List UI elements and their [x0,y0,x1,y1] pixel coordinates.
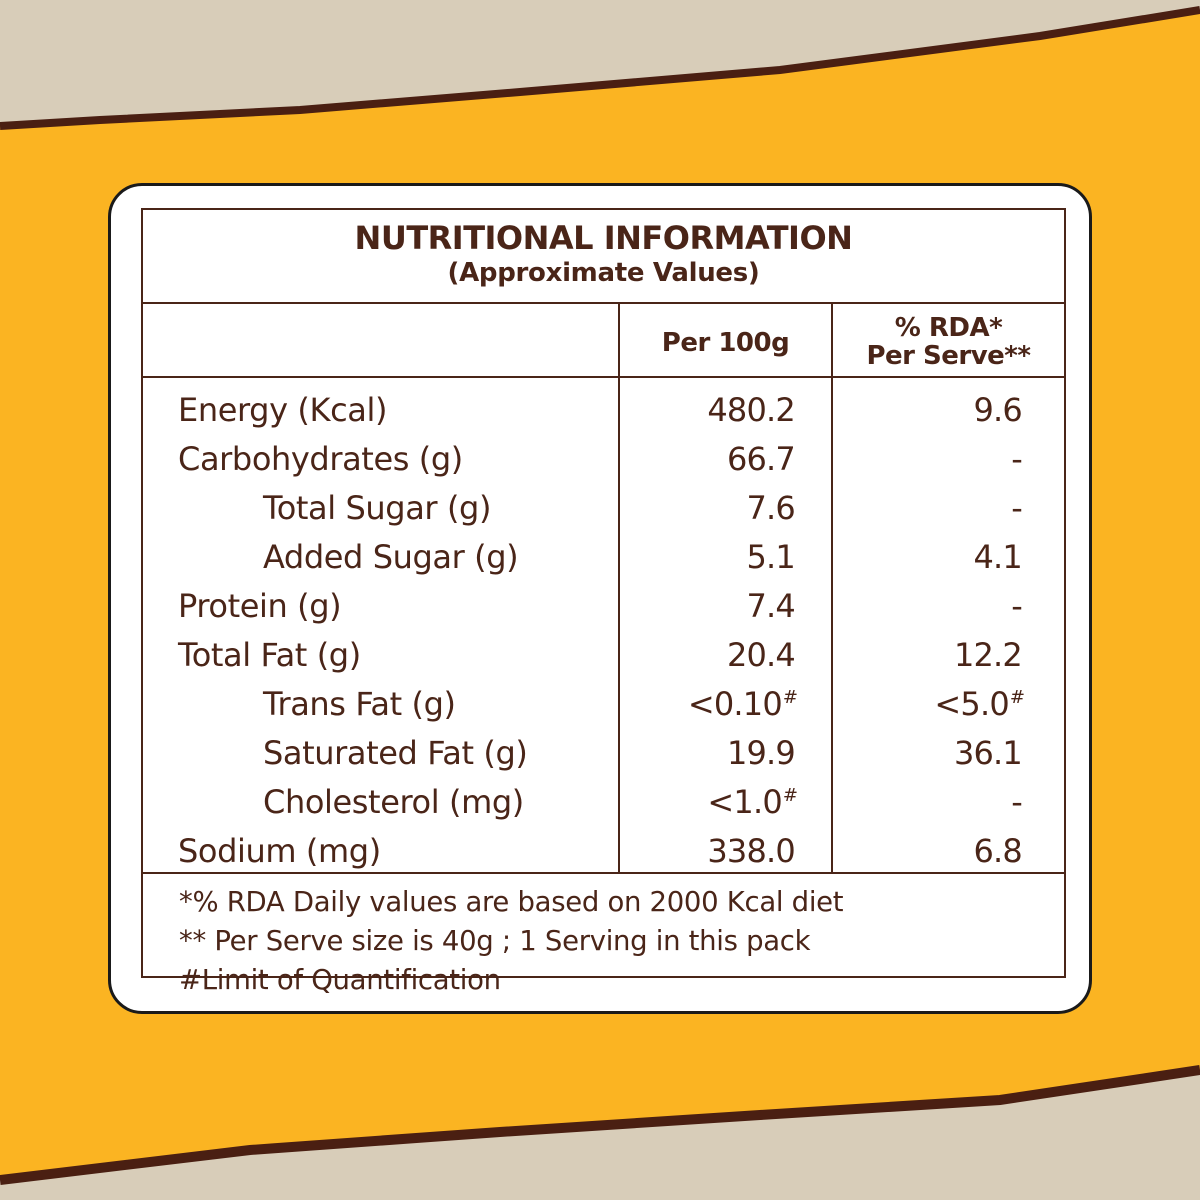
footnote-mark: # [782,687,798,708]
divider-footnotes [143,872,1064,874]
rda-cell: - [833,783,1023,821]
footnote-rda: *% RDA Daily values are based on 2000 Kc… [179,886,844,918]
footnote-serve-size: ** Per Serve size is 40g ; 1 Serving in … [179,925,811,957]
per100g-value: <0.10 [687,685,783,723]
rda-cell: 6.8 [833,832,1023,870]
bottom-paper-strip [0,1070,1200,1200]
table-row: Cholesterol (mg) <1.0# - [143,786,1064,835]
bottom-torn-edge [0,1065,1200,1185]
top-torn-edge [0,6,1200,130]
footnotes: *% RDA Daily values are based on 2000 Kc… [179,883,1039,1000]
column-header-per100g: Per 100g [661,328,790,358]
per100g-value: 5.1 [746,538,796,576]
table-row: Trans Fat (g) <0.10# <5.0# [143,688,1064,737]
per100g-cell: <1.0# [618,786,798,818]
divider-title [143,302,1064,304]
rda-value: 36.1 [953,734,1023,772]
table-row: Total Fat (g) 20.4 12.2 [143,639,1064,688]
per100g-value: 20.4 [726,636,796,674]
per100g-cell: 7.6 [618,489,796,527]
column-header-rda-line1: % RDA* [894,313,1003,343]
footnote-limit: #Limit of Quantification [179,964,501,996]
table-row: Total Sugar (g) 7.6 - [143,492,1064,541]
table-row: Energy (Kcal) 480.2 9.6 [143,394,1064,443]
nutrient-name: Added Sugar (g) [263,538,519,576]
rda-value: - [1011,440,1023,478]
per100g-cell: 66.7 [618,440,796,478]
nutrient-name: Protein (g) [178,587,342,625]
column-header-rda-line2: Per Serve** [866,341,1031,371]
rda-value: 6.8 [973,832,1023,870]
divider-column-header [143,376,1064,378]
nutrient-name: Cholesterol (mg) [263,783,524,821]
table-row: Added Sugar (g) 5.1 4.1 [143,541,1064,590]
per100g-value: 19.9 [726,734,796,772]
top-paper-strip [0,0,1200,126]
rda-cell: - [833,587,1023,625]
table-title: NUTRITIONAL INFORMATION [354,219,853,257]
rda-value: - [1011,587,1023,625]
rda-cell: 12.2 [833,636,1023,674]
per100g-cell: 338.0 [618,835,795,867]
table-row: Saturated Fat (g) 19.9 36.1 [143,737,1064,786]
rda-value: <5.0 [934,685,1009,723]
nutrient-name: Saturated Fat (g) [263,734,528,772]
rda-value: - [1011,783,1023,821]
per100g-value: 480.2 [707,391,795,429]
per100g-cell: 7.4 [618,587,796,625]
nutrient-name: Trans Fat (g) [263,685,456,723]
per100g-value: <1.0 [707,783,782,821]
footnote-mark: # [1009,687,1025,708]
per100g-cell: 19.9 [618,734,796,772]
per100g-cell: <0.10# [618,688,798,720]
rda-cell: 4.1 [833,538,1023,576]
nutrient-name: Total Fat (g) [178,636,361,674]
per100g-value: 66.7 [726,440,796,478]
column-divider-1 [618,302,620,874]
rda-cell: 36.1 [833,734,1023,772]
table-subtitle: (Approximate Values) [447,258,760,288]
rda-value: - [1011,489,1023,527]
footnote-mark: # [782,785,798,806]
nutrient-name: Energy (Kcal) [178,391,388,429]
nutrient-name: Total Sugar (g) [263,489,492,527]
nutrient-name: Carbohydrates (g) [178,440,463,478]
table-row: Sodium (mg) 338.0 6.8 [143,835,1064,884]
rda-value: 12.2 [953,636,1023,674]
per100g-cell: 20.4 [618,636,796,674]
table-row: Protein (g) 7.4 - [143,590,1064,639]
nutrient-name: Sodium (mg) [178,832,381,870]
table-row: Carbohydrates (g) 66.7 - [143,443,1064,492]
per100g-cell: 480.2 [618,394,795,426]
per100g-value: 338.0 [707,832,795,870]
per100g-value: 7.6 [746,489,796,527]
rda-value: 4.1 [973,538,1023,576]
rda-cell: 9.6 [833,391,1023,429]
rda-cell: - [833,440,1023,478]
rda-value: 9.6 [973,391,1023,429]
per100g-cell: 5.1 [618,538,796,576]
table-header: NUTRITIONAL INFORMATION (Approximate Val… [143,210,1064,302]
nutrition-card: NUTRITIONAL INFORMATION (Approximate Val… [108,183,1092,1014]
per100g-value: 7.4 [746,587,796,625]
column-divider-2 [831,302,833,874]
rda-cell: <5.0# [833,688,1025,720]
nutrition-table: NUTRITIONAL INFORMATION (Approximate Val… [141,208,1066,996]
rda-cell: - [833,489,1023,527]
